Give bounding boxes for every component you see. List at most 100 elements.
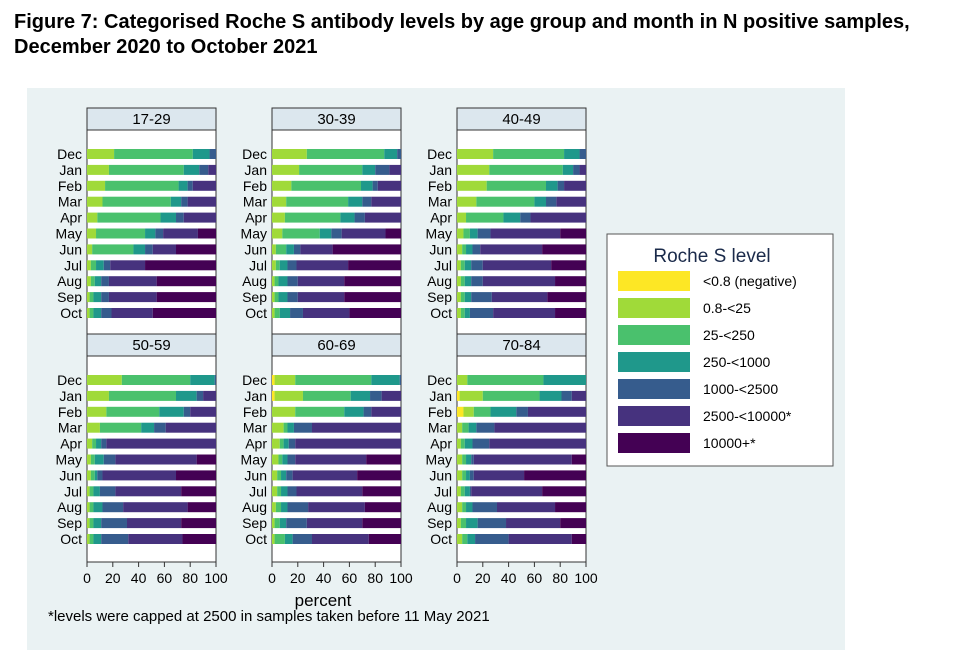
bar-segment <box>491 292 548 303</box>
bar-segment <box>308 502 365 513</box>
bar-segment <box>87 164 109 175</box>
bar-segment <box>476 196 535 207</box>
month-label: Jan <box>429 162 452 178</box>
bar-segment <box>464 486 470 497</box>
bar-segment <box>87 486 90 497</box>
bar-segment <box>284 212 341 223</box>
bar-segment <box>357 470 401 481</box>
bar-segment <box>272 375 275 385</box>
bar-segment <box>278 292 288 303</box>
bar-segment <box>187 196 216 207</box>
panel-title: 30-39 <box>317 111 355 128</box>
bar-segment <box>543 375 586 385</box>
legend-label: 25-<250 <box>703 327 755 343</box>
bar-segment <box>199 164 209 175</box>
bar-segment <box>94 454 104 465</box>
bar-segment <box>87 196 103 207</box>
bar-segment <box>362 164 376 175</box>
bar-segment <box>141 422 155 433</box>
bar-segment <box>457 534 463 544</box>
bar-segment <box>460 518 467 529</box>
bar-segment <box>272 422 284 433</box>
bar-segment <box>344 406 364 417</box>
month-label: Sep <box>57 289 82 305</box>
x-tick-label: 20 <box>475 570 491 586</box>
bar-segment <box>93 486 100 497</box>
bar-segment <box>527 406 586 417</box>
bar-segment <box>460 260 465 271</box>
bar-segment <box>287 422 294 433</box>
bar-segment <box>471 486 543 497</box>
bar-segment <box>272 180 292 191</box>
panel-title: 40-49 <box>502 111 540 128</box>
bar-segment <box>196 454 216 465</box>
bar-segment <box>302 390 351 401</box>
month-label: Apr <box>245 436 267 452</box>
bar-segment <box>520 212 531 223</box>
bar-segment <box>370 390 382 401</box>
month-label: Dec <box>57 146 82 162</box>
bar-segment <box>457 406 464 417</box>
bar-segment <box>363 406 372 417</box>
bar-segment <box>571 534 586 544</box>
bar-segment <box>197 228 216 239</box>
month-label: Apr <box>430 436 452 452</box>
month-label: Apr <box>430 210 452 226</box>
bar-segment <box>546 180 558 191</box>
bar-segment <box>90 470 95 481</box>
bar-segment <box>341 228 386 239</box>
bar-segment <box>385 228 401 239</box>
bar-segment <box>555 502 586 513</box>
bar-segment <box>272 260 276 271</box>
bar-segment <box>457 502 463 513</box>
bar-segment <box>460 486 465 497</box>
bar-segment <box>155 228 164 239</box>
bar-segment <box>490 228 561 239</box>
bar-segment <box>275 502 282 513</box>
month-label: Aug <box>242 499 267 515</box>
bar-segment <box>457 244 463 255</box>
bar-segment <box>524 470 586 481</box>
bar-segment <box>90 276 95 287</box>
bar-segment <box>272 390 275 401</box>
bar-segment <box>286 244 294 255</box>
bar-segment <box>564 149 580 159</box>
bar-segment <box>464 292 472 303</box>
month-label: Jan <box>429 388 452 404</box>
bar-segment <box>272 534 275 544</box>
bar-segment <box>163 228 198 239</box>
bar-segment <box>477 228 491 239</box>
bar-segment <box>384 149 398 159</box>
bar-segment <box>182 534 216 544</box>
legend-swatch <box>618 325 690 345</box>
legend-label: 2500-<10000* <box>703 408 792 424</box>
bar-segment <box>457 228 464 239</box>
x-tick-label: 40 <box>316 570 332 586</box>
bar-segment <box>272 228 283 239</box>
month-label: Feb <box>428 178 452 194</box>
month-label: Sep <box>242 515 267 531</box>
bar-segment <box>275 244 287 255</box>
bar-segment <box>371 406 401 417</box>
month-label: Jul <box>434 257 452 273</box>
month-label: Sep <box>57 515 82 531</box>
panels: 17-29DecJanFebMarAprMayJunJulAugSepOct30… <box>56 107 598 586</box>
bar-segment <box>101 276 109 287</box>
x-tick-label: 100 <box>574 570 598 586</box>
bar-segment <box>348 196 363 207</box>
x-tick-label: 60 <box>157 570 173 586</box>
bar-segment <box>87 149 115 159</box>
bar-segment <box>279 438 284 449</box>
bar-segment <box>573 164 580 175</box>
bar-segment <box>284 534 293 544</box>
bar-segment <box>482 276 556 287</box>
month-label: Dec <box>242 372 267 388</box>
bar-segment <box>187 180 193 191</box>
bar-segment <box>87 375 122 385</box>
bar-segment <box>493 308 556 318</box>
bar-segment <box>466 502 473 513</box>
